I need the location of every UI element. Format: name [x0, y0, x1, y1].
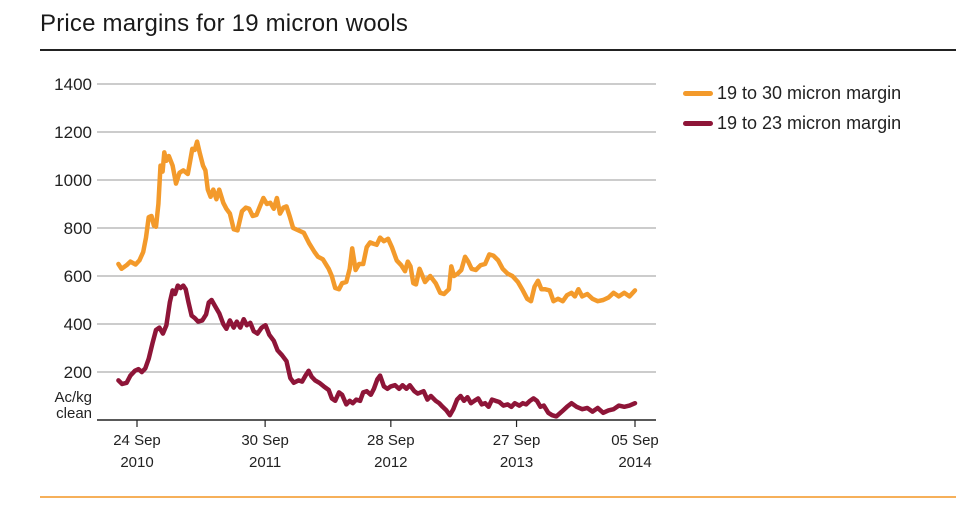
x-tick-label-bottom-0: 2010: [120, 454, 153, 471]
x-tick-label-top-1: 30 Sep: [241, 432, 289, 449]
series-lines: [116, 139, 638, 419]
y-tick-label-1000: 1000: [54, 171, 92, 190]
legend: 19 to 30 micron margin 19 to 23 micron m…: [683, 78, 901, 138]
chart-title: Price margins for 19 micron wools: [40, 10, 409, 37]
y-axis-label-line-1: Ac/kg: [54, 389, 92, 406]
title-divider: [40, 49, 956, 51]
legend-label-19-to-23: 19 to 23 micron margin: [717, 112, 902, 133]
y-tick-label-1200: 1200: [54, 123, 92, 142]
y-axis-label: Ac/kg clean: [44, 390, 92, 422]
grid-lines: [97, 83, 656, 373]
x-tick-label-bottom-3: 2013: [500, 454, 533, 471]
y-axis-label-line-2: clean: [56, 405, 92, 422]
legend-swatch-maroon: [683, 120, 713, 126]
legend-label-19-to-30: 19 to 30 micron margin: [717, 82, 902, 103]
x-tick-label-top-2: 28 Sep: [367, 432, 415, 449]
x-tick-label-bottom-1: 2011: [249, 454, 281, 471]
y-axis-ticks: 200 400 600 800 1000 1200 1400: [54, 75, 92, 382]
legend-item-19-to-30: 19 to 30 micron margin: [683, 78, 901, 108]
x-tick-label-top-3: 27 Sep: [493, 432, 541, 449]
y-tick-label-1400: 1400: [54, 75, 92, 94]
series-line-19-to-23: [116, 283, 638, 419]
series-line-19-to-30: [116, 139, 638, 304]
x-tick-label-bottom-4: 2014: [618, 454, 651, 471]
bottom-divider: [40, 496, 956, 498]
legend-item-19-to-23: 19 to 23 micron margin: [683, 108, 901, 138]
y-tick-label-200: 200: [64, 363, 92, 382]
legend-swatch-orange: [683, 90, 713, 96]
x-tick-label-bottom-2: 2012: [374, 454, 407, 471]
y-tick-label-400: 400: [64, 315, 92, 334]
x-tick-label-top-0: 24 Sep: [113, 432, 161, 449]
x-tick-label-top-4: 05 Sep: [611, 432, 659, 449]
y-tick-label-800: 800: [64, 219, 92, 238]
x-axis-ticks: 24 Sep 2010 30 Sep 2011 28 Sep 2012 27 Sep 2013…: [113, 420, 659, 471]
y-tick-label-600: 600: [64, 267, 92, 286]
